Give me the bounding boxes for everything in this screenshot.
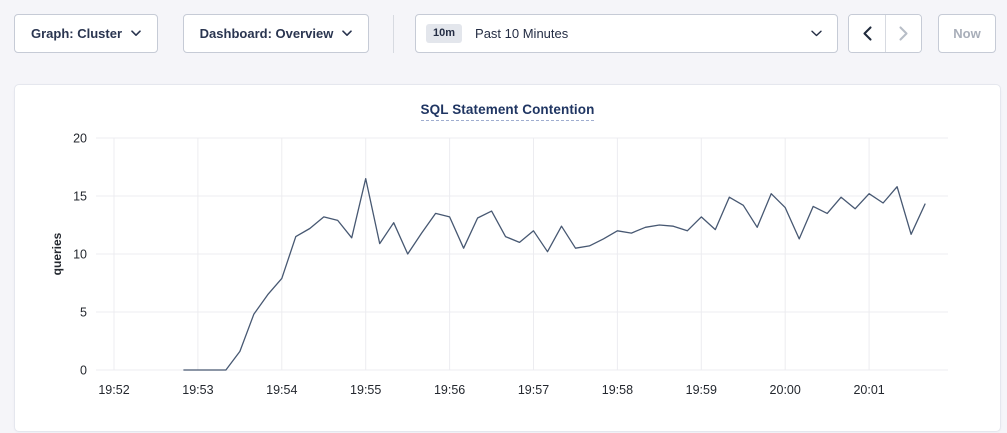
chevron-down-icon [811,30,822,37]
chevron-right-icon [899,26,908,41]
x-tick-label: 20:01 [853,383,884,397]
x-tick-label: 20:00 [770,383,801,397]
x-tick-label: 19:52 [98,383,129,397]
dashboard-dropdown-label: Dashboard: Overview [199,26,334,41]
now-button[interactable]: Now [938,14,996,53]
chevron-left-icon [862,26,872,41]
y-tick-label: 20 [73,132,87,146]
y-tick-label: 15 [73,190,87,204]
time-range-label: Past 10 Minutes [475,26,569,41]
chart-header: SQL Statement Contention [15,102,1000,121]
sql-statement-contention-chart: 19:52 19:53 19:54 19:55 19:56 19:57 19:58 19:59… [50,132,948,397]
graph-dropdown-label: Graph: Cluster [30,26,122,41]
graph-dropdown[interactable]: Graph: Cluster [14,14,158,53]
toolbar-divider [393,15,394,53]
toolbar: Graph: Cluster Dashboard: Overview 10m P… [0,0,1007,70]
x-tick-label: 19:57 [518,383,549,397]
chart-title[interactable]: SQL Statement Contention [420,102,595,121]
x-tick-label: 19:55 [350,383,381,397]
chart-card: SQL Statement Contention 19:52 19:53 19:54… [14,84,1001,432]
y-tick-label: 10 [73,248,87,262]
x-tick-label: 19:59 [686,383,717,397]
y-tick-label: 5 [80,306,87,320]
dashboard-dropdown[interactable]: Dashboard: Overview [183,14,369,53]
series-line-queries [183,177,926,371]
y-axis-label: queries [50,232,64,275]
next-range-button[interactable] [885,15,921,52]
time-range-badge: 10m [426,24,463,43]
x-tick-label: 19:53 [182,383,213,397]
x-tick-label: 19:58 [602,383,633,397]
chevron-down-icon [131,30,141,37]
y-tick-label: 0 [80,364,87,378]
previous-range-button[interactable] [849,15,885,52]
time-range-selector[interactable]: 10m Past 10 Minutes [415,14,838,53]
chevron-down-icon [342,30,353,37]
x-tick-label: 19:56 [434,383,465,397]
time-range-pager [848,14,922,53]
x-tick-label: 19:54 [266,383,297,397]
